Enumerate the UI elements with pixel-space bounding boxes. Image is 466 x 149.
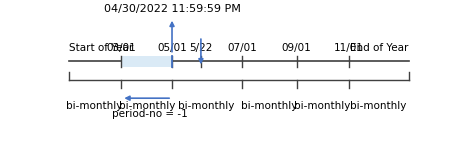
Text: bi-monthly: bi-monthly	[118, 101, 175, 111]
Text: 03/01: 03/01	[107, 44, 137, 53]
Text: 09/01: 09/01	[282, 44, 311, 53]
Text: bi-monthly: bi-monthly	[178, 101, 234, 111]
Text: bi-monthly: bi-monthly	[66, 101, 123, 111]
Text: bi-monthly: bi-monthly	[350, 101, 406, 111]
Text: Start of Year: Start of Year	[69, 44, 133, 53]
Text: 11/01: 11/01	[334, 44, 364, 53]
Bar	[122, 56, 172, 67]
Text: 07/01: 07/01	[227, 44, 257, 53]
Text: 05/01: 05/01	[157, 44, 187, 53]
Text: 04/30/2022 11:59:59 PM: 04/30/2022 11:59:59 PM	[103, 4, 240, 14]
Text: End of Year: End of Year	[350, 44, 409, 53]
Text: bi-monthly: bi-monthly	[294, 101, 350, 111]
Text: bi-monthly: bi-monthly	[241, 101, 298, 111]
Text: 5/22: 5/22	[189, 44, 212, 53]
Text: period-no = -1: period-no = -1	[112, 109, 188, 119]
